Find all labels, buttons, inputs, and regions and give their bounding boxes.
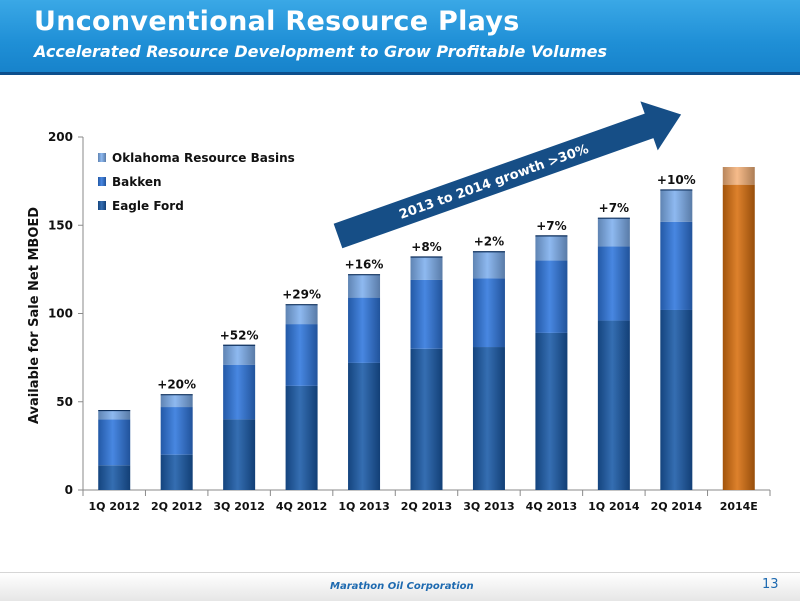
bar-eagle-ford-3q-2013 [472,347,505,490]
bar-bakken-1q-2012 [98,419,131,466]
growth-label: +10% [657,173,696,187]
bar-eagle-ford-1q-2012 [98,465,131,490]
bar-oklahoma-resource-basins-3q-2013 [472,251,505,279]
bar-eagle-ford-1q-2014 [597,320,630,490]
bar-oklahoma-resource-basins-4q-2012 [285,304,318,325]
bar-bakken-1q-2013 [348,297,381,363]
bar-bakken-2q-2014 [660,221,693,310]
bar-bakken-2q-2013 [410,279,443,349]
arrow-shape [333,101,682,249]
bar-oklahoma-resource-basins-1q-2014 [597,218,630,247]
x-tick-label: 2Q 2014 [651,500,703,513]
x-tick-label: 3Q 2012 [213,500,264,513]
y-tick-label: 0 [65,483,73,497]
bar-bakken-4q-2012 [285,324,318,386]
bar-bakken-2q-2012 [160,407,193,455]
growth-label: +8% [411,240,441,254]
growth-label: +29% [282,288,321,302]
legend-entry: Bakken [112,175,162,189]
x-tick-label: 4Q 2012 [276,500,327,513]
x-tick-label: 1Q 2012 [89,500,140,513]
bar-eagle-ford-2q-2013 [410,348,443,490]
bar-eagle-ford-4q-2013 [535,332,568,490]
bar-oklahoma-resource-basins-1q-2012 [98,410,131,420]
x-tick-label: 2Q 2013 [401,500,452,513]
bar-2014e-estimate [722,184,755,490]
bar-oklahoma-resource-basins-1q-2013 [348,274,381,298]
x-tick-label: 2014E [720,500,758,513]
bar-bakken-3q-2013 [472,278,505,348]
growth-arrow: 2013 to 2014 growth >30% [333,101,682,249]
growth-label: +16% [345,258,384,272]
bar-bakken-3q-2012 [223,364,256,420]
bar-eagle-ford-1q-2013 [348,362,381,490]
bar-oklahoma-resource-basins-4q-2013 [535,235,568,261]
x-tick-label: 1Q 2014 [588,500,640,513]
legend-swatch [98,201,106,210]
x-tick-label: 4Q 2013 [526,500,577,513]
growth-label: +52% [220,328,259,342]
x-tick-label: 3Q 2013 [463,500,514,513]
legend-swatch [98,153,106,162]
y-tick-label: 150 [48,218,73,232]
bar-oklahoma-resource-basins-2q-2014 [660,189,693,222]
bar-eagle-ford-4q-2012 [285,385,318,490]
page-number: 13 [762,577,779,592]
legend-entry: Oklahoma Resource Basins [112,151,295,165]
banner-divider [0,72,800,75]
bar-2014e-range [722,167,755,185]
footer-bar: Marathon Oil Corporation 13 [0,572,800,601]
bar-bakken-1q-2014 [597,246,630,321]
y-tick-label: 100 [48,307,73,321]
y-axis-label: Available for Sale Net MBOED [27,207,42,424]
growth-label: +7% [599,201,629,215]
arrow-annotation-text: 2013 to 2014 growth >30% [397,142,590,223]
bar-oklahoma-resource-basins-3q-2012 [223,345,256,365]
title-banner: Unconventional Resource Plays Accelerate… [0,0,800,72]
x-tick-label: 2Q 2012 [151,500,202,513]
footer-company: Marathon Oil Corporation [330,581,474,592]
bar-oklahoma-resource-basins-2q-2012 [160,394,193,408]
growth-label: +7% [536,219,566,233]
legend-swatch [98,177,106,186]
legend-entry: Eagle Ford [112,199,184,213]
page-subtitle: Accelerated Resource Development to Grow… [34,42,608,61]
bar-eagle-ford-3q-2012 [223,419,256,490]
bar-bakken-4q-2013 [535,260,568,333]
y-tick-label: 50 [56,395,73,409]
growth-label: +20% [157,378,196,392]
y-tick-label: 200 [48,130,73,144]
growth-label: +2% [474,235,504,249]
x-tick-label: 1Q 2013 [338,500,389,513]
page-title: Unconventional Resource Plays [34,6,520,37]
bar-eagle-ford-2q-2012 [160,454,193,490]
bar-eagle-ford-2q-2014 [660,309,693,490]
bar-oklahoma-resource-basins-2q-2013 [410,257,443,280]
